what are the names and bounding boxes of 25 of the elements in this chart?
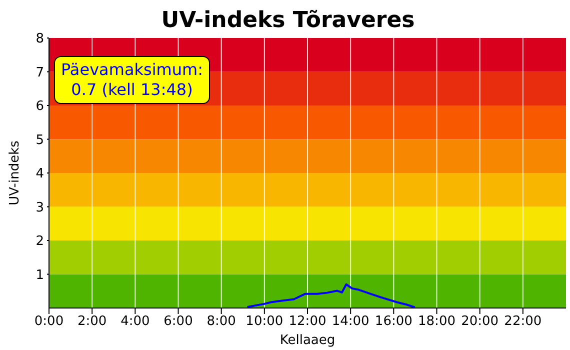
x-tick-label: 2:00 [77, 314, 107, 330]
x-tick-label: 12:00 [288, 314, 326, 330]
y-tick-label: 2 [36, 234, 44, 250]
x-tick-label: 14:00 [332, 314, 370, 330]
y-tick-label: 1 [36, 268, 44, 283]
x-tick-label: 4:00 [120, 314, 150, 330]
x-tick-label: 0:00 [34, 314, 64, 330]
y-tick-label: 8 [36, 32, 44, 47]
line-series [246, 283, 416, 308]
x-tick-label: 8:00 [206, 314, 236, 330]
x-axis-title: Kellaaeg [280, 333, 336, 348]
y-tick-label: 7 [36, 65, 44, 80]
y-axis-title: UV-indeks [8, 140, 23, 206]
x-tick-label: 6:00 [164, 314, 193, 330]
x-tick-label: 10:00 [246, 314, 284, 330]
y-tick-label: 3 [36, 200, 44, 216]
y-tick-label: 5 [36, 132, 44, 148]
annotation: Päevamaksimum: 0.7 (kell 13:48) [54, 56, 210, 104]
x-tick-label: 16:00 [374, 314, 412, 330]
y-tick-label: 4 [36, 166, 44, 182]
x-tick-label: 22:00 [504, 314, 542, 330]
x-tick-label: 20:00 [461, 314, 499, 330]
y-tick-label: 6 [36, 99, 44, 114]
x-tick-label: 18:00 [418, 314, 456, 330]
chart-title: UV-indeks Tõraveres [161, 8, 415, 33]
